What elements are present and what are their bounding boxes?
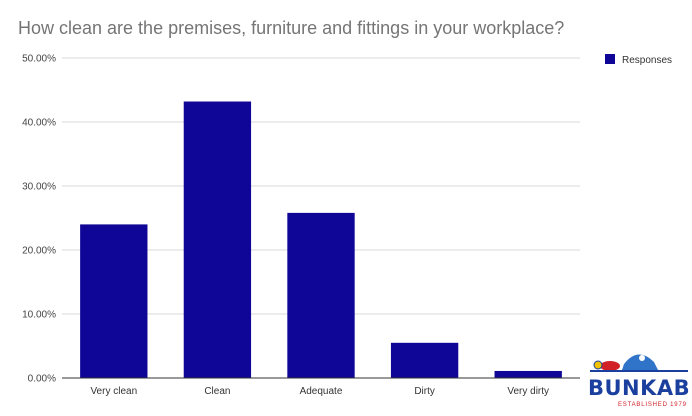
chart-title: How clean are the premises, furniture an… — [18, 18, 564, 38]
y-tick-label: 40.00% — [22, 118, 56, 129]
bar — [287, 212, 355, 378]
y-axis-ticks: 0.00% 10.00% 20.00% 30.00% 40.00% 50.00% — [22, 54, 56, 385]
x-tick-label: Dirty — [414, 386, 435, 397]
logo-tagline: ESTABLISHED 1979 — [618, 402, 687, 408]
y-tick-label: 50.00% — [22, 54, 56, 65]
bar — [494, 370, 562, 378]
y-tick-label: 20.00% — [22, 246, 56, 257]
y-tick-label: 30.00% — [22, 182, 56, 193]
bunkabin-logo: BUNKABIN ESTABLISHED 1979 — [588, 354, 692, 408]
legend-swatch — [605, 54, 615, 64]
y-tick-label: 0.00% — [28, 374, 56, 385]
x-axis-labels: Very clean Clean Adequate Dirty Very dirty — [90, 386, 549, 397]
x-tick-label: Very clean — [90, 386, 137, 397]
bar — [390, 342, 459, 378]
logo-mascot-body — [622, 354, 658, 370]
bar — [80, 224, 148, 378]
legend: Responses — [605, 54, 672, 66]
bar — [183, 101, 252, 379]
logo-mascot-hand — [593, 360, 603, 370]
logo-divider — [590, 370, 688, 372]
logo-mascot-eye — [639, 355, 645, 361]
bars — [80, 101, 562, 379]
x-tick-label: Adequate — [300, 386, 343, 397]
y-tick-label: 10.00% — [22, 310, 56, 321]
logo-mascot-hat — [600, 361, 620, 371]
logo-wordmark: BUNKABIN — [588, 376, 692, 400]
legend-label: Responses — [622, 55, 672, 66]
x-tick-label: Clean — [204, 386, 230, 397]
gridlines — [62, 57, 580, 315]
x-tick-label: Very dirty — [507, 386, 549, 397]
